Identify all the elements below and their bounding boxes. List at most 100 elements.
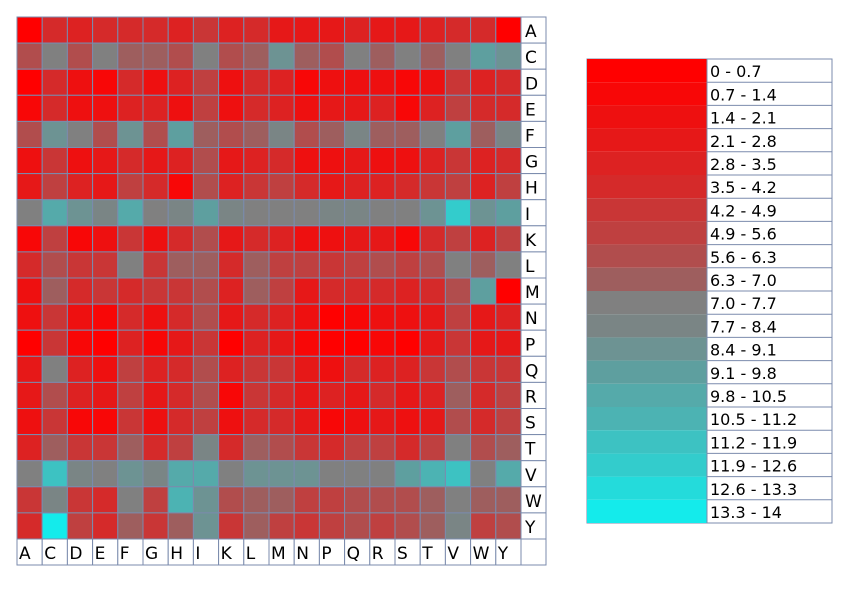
heatmap-cell-E-H <box>167 94 194 122</box>
heatmap-cell-E-A <box>16 94 43 122</box>
heatmap-cell-Q-C <box>41 355 68 383</box>
heatmap-cell-A-T <box>419 16 446 44</box>
heatmap-cell-N-W <box>470 303 497 331</box>
heatmap-cell-E-V <box>444 94 472 122</box>
heatmap-cell-K-M <box>268 225 295 253</box>
heatmap-cell-S-I <box>192 408 220 436</box>
heatmap-cell-G-R <box>369 147 396 175</box>
heatmap-cell-H-K <box>218 173 245 201</box>
heatmap-cell-K-P <box>318 225 346 253</box>
heatmap-cell-G-P <box>318 147 346 175</box>
heatmap-cell-L-L <box>243 251 270 279</box>
col-label-H: H <box>170 544 183 564</box>
heatmap-cell-T-F <box>117 434 144 462</box>
heatmap-cell-H-E <box>92 173 119 201</box>
heatmap-cell-M-F <box>117 277 144 305</box>
heatmap-cell-Q-S <box>394 355 421 383</box>
heatmap-cell-A-D <box>66 16 94 44</box>
legend-label-5: 3.5 - 4.2 <box>710 178 777 197</box>
heatmap-cell-T-Q <box>344 434 371 462</box>
heatmap-cell-D-I <box>192 68 220 96</box>
heatmap-cell-C-Y <box>495 42 522 70</box>
heatmap-cell-M-R <box>369 277 396 305</box>
heatmap-cell-H-I <box>192 173 220 201</box>
heatmap-cell-R-W <box>470 381 497 409</box>
heatmap-cell-I-I <box>192 199 220 227</box>
legend-swatch-6 <box>587 198 707 222</box>
heatmap-cell-I-E <box>92 199 119 227</box>
heatmap-cell-I-G <box>142 199 169 227</box>
heatmap-cell-E-S <box>394 94 421 122</box>
legend-label-9: 6.3 - 7.0 <box>710 271 777 290</box>
heatmap-cell-S-D <box>66 408 94 436</box>
heatmap-cell-Y-V <box>444 512 472 540</box>
heatmap-cell-N-H <box>167 303 194 331</box>
heatmap-cell-C-K <box>218 42 245 70</box>
heatmap-cell-F-N <box>293 120 320 149</box>
heatmap-cell-L-R <box>369 251 396 279</box>
heatmap-cell-M-Y <box>495 277 522 305</box>
heatmap-cell-G-K <box>218 147 245 175</box>
col-label-W: W <box>473 544 490 564</box>
row-label-H: H <box>525 179 538 199</box>
heatmap-cell-W-W <box>470 486 497 514</box>
heatmap-cell-R-K <box>218 381 245 409</box>
heatmap-cell-C-H <box>167 42 194 70</box>
heatmap-cell-R-V <box>444 381 472 409</box>
heatmap-cell-D-Y <box>495 68 522 96</box>
heatmap-cell-D-E <box>92 68 119 96</box>
heatmap-cell-Y-A <box>16 512 43 540</box>
heatmap-cell-Y-G <box>142 512 169 540</box>
row-label-K: K <box>525 231 537 251</box>
heatmap-cell-Q-Y <box>495 355 522 383</box>
heatmap-cell-L-T <box>419 251 446 279</box>
heatmap-cell-K-A <box>16 225 43 253</box>
col-label-box-F <box>117 538 144 566</box>
heatmap-cell-R-L <box>243 381 270 409</box>
heatmap-cell-V-N <box>293 460 320 488</box>
heatmap-cell-W-P <box>318 486 346 514</box>
heatmap-cell-H-V <box>444 173 472 201</box>
heatmap-cell-P-P <box>318 329 346 357</box>
heatmap-cell-K-L <box>243 225 270 253</box>
corner-cell <box>520 538 547 566</box>
heatmap-cell-T-G <box>142 434 169 462</box>
heatmap-cell-V-Y <box>495 460 522 488</box>
heatmap-cell-F-W <box>470 120 497 149</box>
heatmap-cell-P-M <box>268 329 295 357</box>
heatmap-cell-Q-K <box>218 355 245 383</box>
heatmap-cell-S-S <box>394 408 421 436</box>
heatmap-cell-F-L <box>243 120 270 149</box>
heatmap-cell-P-H <box>167 329 194 357</box>
heatmap-cell-A-K <box>218 16 245 44</box>
heatmap-cell-F-R <box>369 120 396 149</box>
heatmap-cell-A-R <box>369 16 396 44</box>
row-label-V: V <box>525 466 537 486</box>
heatmap-cell-M-Q <box>344 277 371 305</box>
heatmap-cell-P-V <box>444 329 472 357</box>
heatmap-cell-V-K <box>218 460 245 488</box>
heatmap-cell-C-W <box>470 42 497 70</box>
heatmap-cell-A-Q <box>344 16 371 44</box>
col-label-D: D <box>69 544 82 564</box>
heatmap-cell-N-Y <box>495 303 522 331</box>
heatmap-cell-H-A <box>16 173 43 201</box>
heatmap-cell-F-V <box>444 120 472 149</box>
heatmap-cell-I-P <box>318 199 346 227</box>
heatmap-cell-C-Q <box>344 42 371 70</box>
legend-swatch-3 <box>587 128 707 152</box>
heatmap-cell-T-D <box>66 434 94 462</box>
heatmap-cell-E-P <box>318 94 346 122</box>
heatmap-cell-Q-V <box>444 355 472 383</box>
col-label-box-K <box>218 538 245 566</box>
heatmap-cell-W-V <box>444 486 472 514</box>
heatmap-cell-M-E <box>92 277 119 305</box>
heatmap-cell-W-F <box>117 486 144 514</box>
heatmap-cell-Q-T <box>419 355 446 383</box>
heatmap-cell-Y-C <box>41 512 68 540</box>
heatmap-cell-N-K <box>218 303 245 331</box>
col-label-box-C <box>41 538 68 566</box>
heatmap-cell-P-Y <box>495 329 522 357</box>
heatmap-cell-Q-A <box>16 355 43 383</box>
heatmap-cell-I-N <box>293 199 320 227</box>
